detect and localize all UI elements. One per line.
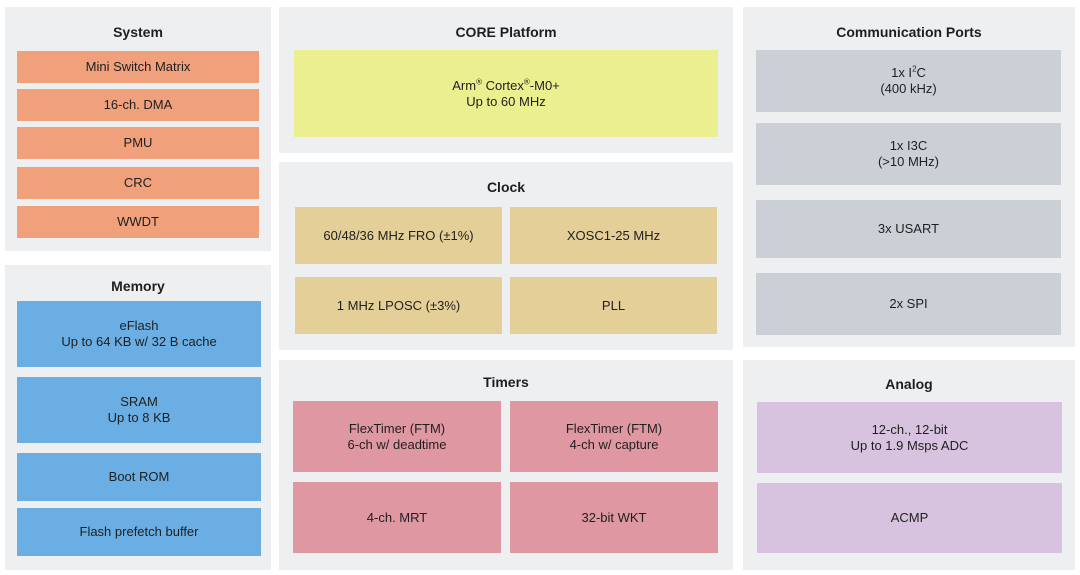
analog-adc-rate: Up to 1.9 Msps ADC xyxy=(850,437,969,453)
analog-adc-config: 12-ch., 12-bit xyxy=(871,421,948,437)
timers-block-ftm-deadtime: FlexTimer (FTM) 6-ch w/ deadtime xyxy=(293,401,501,472)
comm-block-usart: 3x USART xyxy=(756,200,1061,258)
timers-ftm-capture-detail: 4-ch w/ capture xyxy=(569,436,659,452)
system-panel: System Mini Switch Matrix 16-ch. DMA PMU… xyxy=(5,7,271,251)
comm-i3c-speed: (>10 MHz) xyxy=(877,154,940,169)
system-title: System xyxy=(113,24,163,40)
core-block-cpu: Arm® Cortex®-M0+ Up to 60 MHz xyxy=(294,50,718,137)
system-block-wwdt: WWDT xyxy=(17,206,259,238)
comm-panel: Communication Ports 1x I2C (400 kHz) 1x … xyxy=(743,7,1075,347)
core-panel: CORE Platform Arm® Cortex®-M0+ Up to 60 … xyxy=(279,7,733,153)
clock-block-fro: 60/48/36 MHz FRO (±1%) xyxy=(295,207,502,264)
memory-title: Memory xyxy=(111,278,165,294)
memory-block-eflash: eFlash Up to 64 KB w/ 32 B cache xyxy=(17,301,261,367)
comm-i3c-label: 1x I3C xyxy=(889,138,928,153)
timers-ftm-deadtime-name: FlexTimer (FTM) xyxy=(348,420,446,436)
comm-i2c-speed: (400 kHz) xyxy=(880,81,937,96)
clock-block-pll: PLL xyxy=(510,277,717,334)
analog-block-adc: 12-ch., 12-bit Up to 1.9 Msps ADC xyxy=(757,402,1062,473)
system-block-crc: CRC xyxy=(17,167,259,199)
comm-block-i3c: 1x I3C (>10 MHz) xyxy=(756,123,1061,185)
core-cpu-label: Arm® Cortex®-M0+ xyxy=(452,77,560,93)
memory-block-flash-prefetch: Flash prefetch buffer xyxy=(17,508,261,556)
timers-title: Timers xyxy=(483,374,529,390)
timers-ftm-capture-name: FlexTimer (FTM) xyxy=(565,420,663,436)
memory-block-eflash-detail: Up to 64 KB w/ 32 B cache xyxy=(61,334,217,349)
memory-block-sram: SRAM Up to 8 KB xyxy=(17,377,261,443)
analog-block-acmp: ACMP xyxy=(757,483,1062,553)
clock-title: Clock xyxy=(486,179,526,195)
system-block-dma: 16-ch. DMA xyxy=(17,89,259,121)
system-block-mini-switch-matrix: Mini Switch Matrix xyxy=(17,51,259,83)
memory-block-sram-detail: Up to 8 KB xyxy=(107,410,171,425)
comm-title: Communication Ports xyxy=(836,24,982,40)
timers-block-wkt: 32-bit WKT xyxy=(510,482,718,553)
memory-block-boot-rom: Boot ROM xyxy=(17,453,261,501)
system-block-pmu: PMU xyxy=(17,127,259,159)
comm-block-spi: 2x SPI xyxy=(756,273,1061,335)
clock-block-lposc: 1 MHz LPOSC (±3%) xyxy=(295,277,502,334)
timers-panel: Timers FlexTimer (FTM) 6-ch w/ deadtime … xyxy=(279,360,733,570)
memory-panel: Memory eFlash Up to 64 KB w/ 32 B cache … xyxy=(5,265,271,570)
clock-block-xosc: XOSC1-25 MHz xyxy=(510,207,717,264)
comm-i2c-label: 1x I2C xyxy=(891,64,926,80)
timers-block-ftm-capture: FlexTimer (FTM) 4-ch w/ capture xyxy=(510,401,718,472)
core-title: CORE Platform xyxy=(455,24,557,40)
memory-block-eflash-name: eFlash xyxy=(119,318,159,333)
analog-title: Analog xyxy=(885,376,933,392)
core-cpu-freq: Up to 60 MHz xyxy=(466,93,546,109)
timers-ftm-deadtime-detail: 6-ch w/ deadtime xyxy=(347,436,447,452)
clock-panel: Clock 60/48/36 MHz FRO (±1%) XOSC1-25 MH… xyxy=(279,162,733,350)
timers-block-mrt: 4-ch. MRT xyxy=(293,482,501,553)
analog-panel: Analog 12-ch., 12-bit Up to 1.9 Msps ADC… xyxy=(743,360,1075,570)
memory-block-sram-name: SRAM xyxy=(120,394,158,409)
comm-block-i2c: 1x I2C (400 kHz) xyxy=(756,50,1061,112)
